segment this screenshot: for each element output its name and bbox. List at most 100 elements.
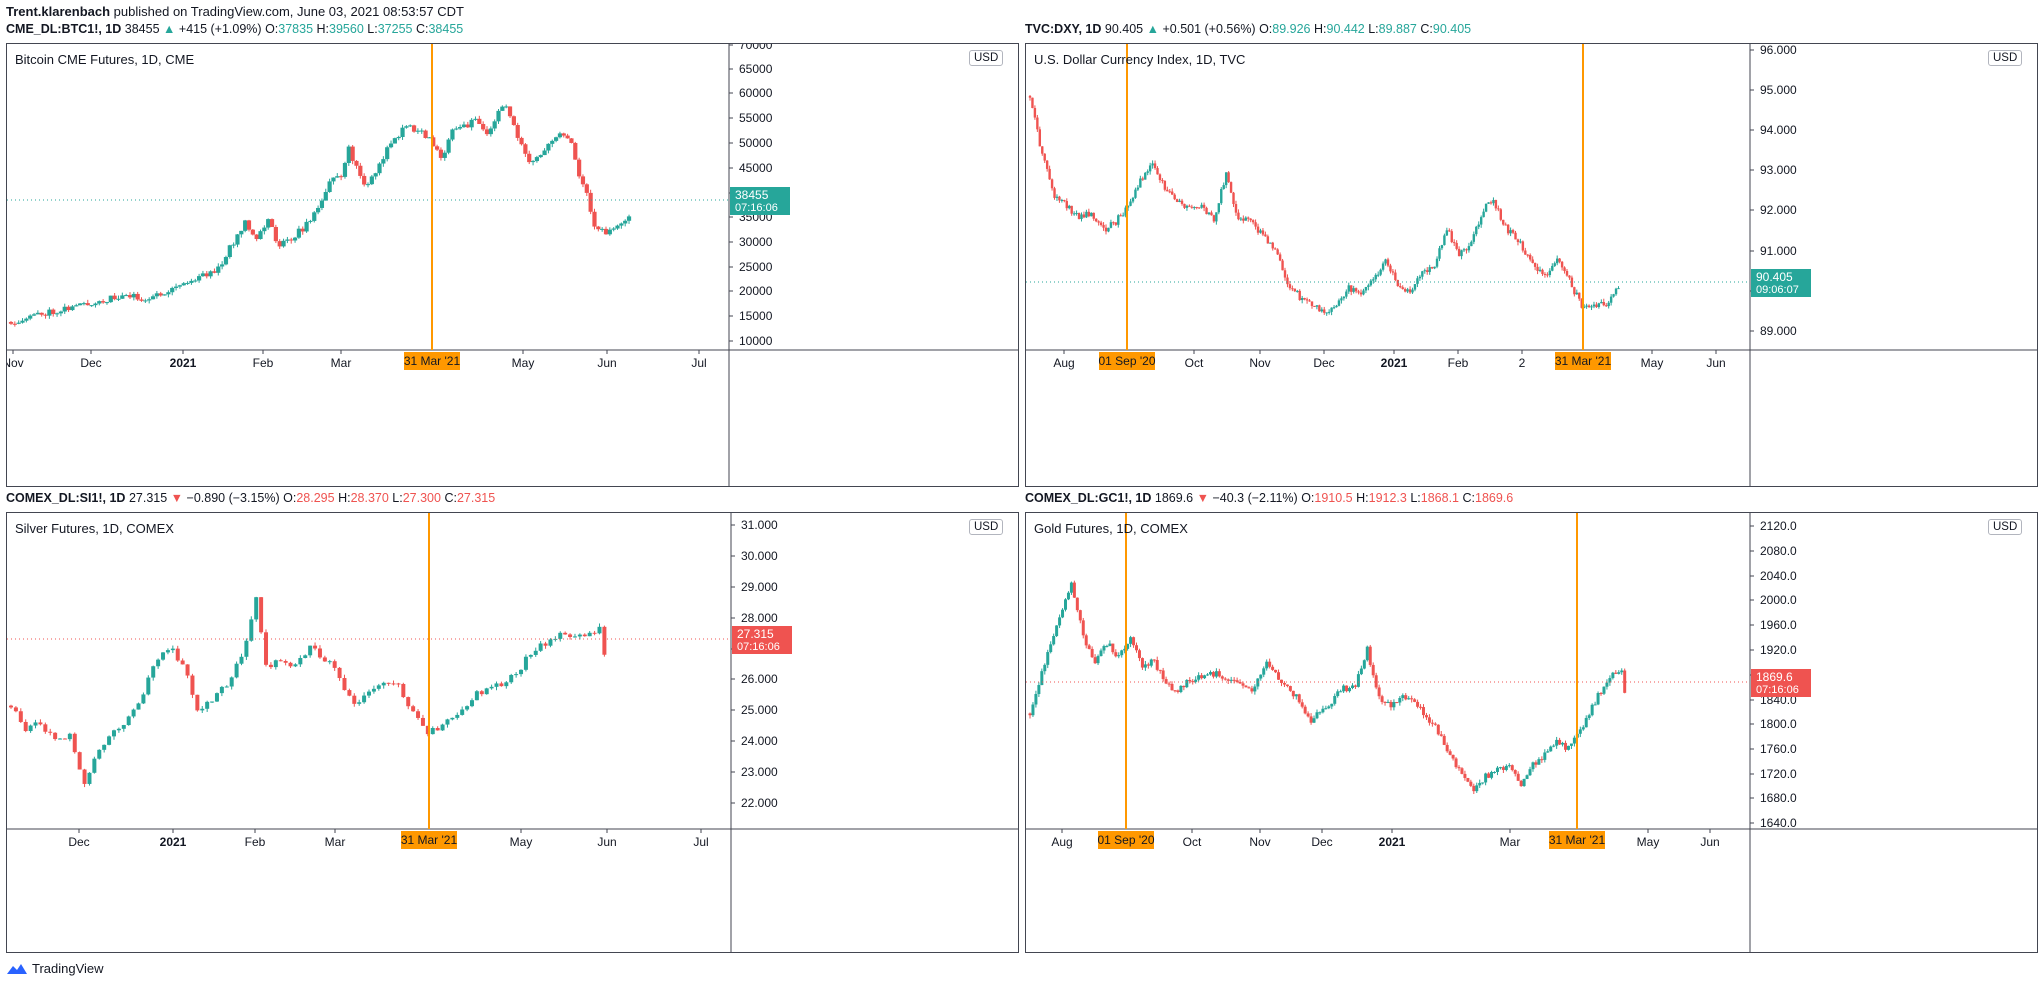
y-tick-label[interactable]: 2040.0: [1760, 569, 1797, 583]
chart-panel-btc[interactable]: 1000015000200002500030000350004000045000…: [6, 43, 1019, 487]
x-tick-label[interactable]: 2: [1519, 356, 1526, 370]
y-tick-label[interactable]: 94.000: [1760, 123, 1797, 137]
currency-badge[interactable]: USD: [1988, 50, 2023, 66]
y-tick-label[interactable]: 29.000: [741, 580, 778, 594]
y-tick-label[interactable]: 50000: [739, 136, 773, 150]
x-tick-label[interactable]: Feb: [253, 356, 274, 370]
y-tick-label[interactable]: 26.000: [741, 672, 778, 686]
y-tick-label[interactable]: 65000: [739, 62, 773, 76]
y-tick-label[interactable]: 1800.0: [1760, 717, 1797, 731]
y-tick-label[interactable]: 95.000: [1760, 83, 1797, 97]
x-tick-label[interactable]: Dec: [1313, 356, 1334, 370]
candle-body: [150, 296, 156, 300]
chart-panel-dxy[interactable]: 89.00090.00091.00092.00093.00094.00095.0…: [1025, 43, 2038, 487]
chart-panel-silver[interactable]: 22.00023.00024.00025.00026.00027.00028.0…: [6, 512, 1019, 953]
y-tick-label[interactable]: 55000: [739, 111, 773, 125]
y-tick-label[interactable]: 1680.0: [1760, 791, 1797, 805]
candle-body: [1325, 312, 1328, 314]
y-tick-label[interactable]: 92.000: [1760, 203, 1797, 217]
author-name[interactable]: Trent.klarenbach: [6, 4, 111, 19]
legend-symbol[interactable]: TVC:DXY, 1D: [1025, 22, 1102, 36]
x-tick-label[interactable]: Nov: [7, 356, 24, 370]
y-tick-label[interactable]: 45000: [739, 161, 773, 175]
y-tick-label[interactable]: 96.000: [1760, 44, 1797, 57]
x-tick-label[interactable]: Jul: [693, 835, 708, 849]
y-tick-label[interactable]: 30.000: [741, 549, 778, 563]
tradingview-footer[interactable]: TradingView: [6, 961, 104, 976]
silver-chart-svg[interactable]: 22.00023.00024.00025.00026.00027.00028.0…: [7, 513, 1019, 953]
y-tick-label[interactable]: 2000.0: [1760, 593, 1797, 607]
y-tick-label[interactable]: 23.000: [741, 765, 778, 779]
x-tick-label[interactable]: 2021: [160, 835, 187, 849]
arrow-up-icon: ▲: [1146, 22, 1159, 36]
y-tick-label[interactable]: 1920.0: [1760, 643, 1797, 657]
x-tick-label[interactable]: Nov: [1249, 835, 1270, 849]
btc-chart-svg[interactable]: 1000015000200002500030000350004000045000…: [7, 44, 1019, 487]
y-tick-label[interactable]: 2080.0: [1760, 544, 1797, 558]
candle-body: [1555, 258, 1559, 264]
x-tick-label[interactable]: Jun: [1706, 356, 1725, 370]
currency-badge[interactable]: USD: [969, 519, 1004, 535]
x-tick-label[interactable]: Aug: [1051, 835, 1072, 849]
y-tick-label[interactable]: 1640.0: [1760, 816, 1797, 830]
currency-badge[interactable]: USD: [1988, 519, 2023, 535]
y-tick-label[interactable]: 28.000: [741, 611, 778, 625]
x-tick-label[interactable]: May: [1641, 356, 1664, 370]
y-tick-label[interactable]: 20000: [739, 284, 773, 298]
y-tick-label[interactable]: 22.000: [741, 796, 778, 810]
y-tick-label[interactable]: 60000: [739, 86, 773, 100]
x-tick-label[interactable]: 2021: [1381, 356, 1408, 370]
x-tick-label[interactable]: May: [512, 356, 535, 370]
y-tick-label[interactable]: 1960.0: [1760, 618, 1797, 632]
x-tick-label[interactable]: Dec: [80, 356, 101, 370]
x-tick-label[interactable]: Aug: [1053, 356, 1074, 370]
x-tick-label[interactable]: Oct: [1185, 356, 1204, 370]
y-tick-label[interactable]: 1760.0: [1760, 742, 1797, 756]
x-tick-label[interactable]: Mar: [1500, 835, 1521, 849]
x-tick-label[interactable]: 2021: [170, 356, 197, 370]
chart-panel-gold[interactable]: 1640.01680.01720.01760.01800.01840.01880…: [1025, 512, 2038, 953]
candle-body: [1182, 685, 1186, 688]
x-tick-label[interactable]: Mar: [325, 835, 346, 849]
candle-body: [603, 228, 609, 235]
candle-body: [337, 667, 342, 679]
x-tick-label[interactable]: Jun: [597, 356, 616, 370]
legend-symbol[interactable]: COMEX_DL:GC1!, 1D: [1025, 491, 1152, 505]
candle-body: [1528, 769, 1532, 776]
x-tick-label[interactable]: Dec: [1311, 835, 1332, 849]
y-tick-label[interactable]: 70000: [739, 44, 773, 52]
legend-symbol[interactable]: CME_DL:BTC1!, 1D: [6, 22, 122, 36]
x-tick-label[interactable]: Dec: [68, 835, 89, 849]
y-tick-label[interactable]: 2120.0: [1760, 519, 1797, 533]
x-tick-label[interactable]: May: [1637, 835, 1660, 849]
x-tick-label[interactable]: Feb: [1448, 356, 1469, 370]
dxy-chart-svg[interactable]: 89.00090.00091.00092.00093.00094.00095.0…: [1026, 44, 2038, 487]
x-tick-label[interactable]: Jun: [597, 835, 616, 849]
x-tick-label[interactable]: May: [510, 835, 533, 849]
x-tick-label[interactable]: Oct: [1183, 835, 1202, 849]
y-tick-label[interactable]: 1720.0: [1760, 767, 1797, 781]
x-tick-label[interactable]: 2021: [1379, 835, 1406, 849]
y-tick-label[interactable]: 10000: [739, 334, 773, 348]
y-tick-label[interactable]: 31.000: [741, 518, 778, 532]
y-tick-label[interactable]: 24.000: [741, 734, 778, 748]
candle-body: [1525, 775, 1529, 779]
x-tick-label[interactable]: Jul: [691, 356, 706, 370]
y-tick-label[interactable]: 25.000: [741, 703, 778, 717]
candle-body: [484, 129, 490, 135]
y-tick-label[interactable]: 89.000: [1760, 324, 1797, 338]
x-tick-label[interactable]: Jun: [1700, 835, 1719, 849]
x-tick-label[interactable]: Nov: [1249, 356, 1270, 370]
y-tick-label[interactable]: 93.000: [1760, 163, 1797, 177]
y-tick-label[interactable]: 15000: [739, 309, 773, 323]
y-tick-label[interactable]: 30000: [739, 235, 773, 249]
gold-chart-svg[interactable]: 1640.01680.01720.01760.01800.01840.01880…: [1026, 513, 2038, 953]
candle-body: [1563, 267, 1566, 271]
x-tick-label[interactable]: Feb: [245, 835, 266, 849]
y-tick-label[interactable]: 91.000: [1760, 244, 1797, 258]
currency-badge[interactable]: USD: [969, 50, 1004, 66]
candle-body: [135, 293, 140, 300]
y-tick-label[interactable]: 25000: [739, 260, 773, 274]
x-tick-label[interactable]: Mar: [331, 356, 352, 370]
legend-symbol[interactable]: COMEX_DL:SI1!, 1D: [6, 491, 126, 505]
